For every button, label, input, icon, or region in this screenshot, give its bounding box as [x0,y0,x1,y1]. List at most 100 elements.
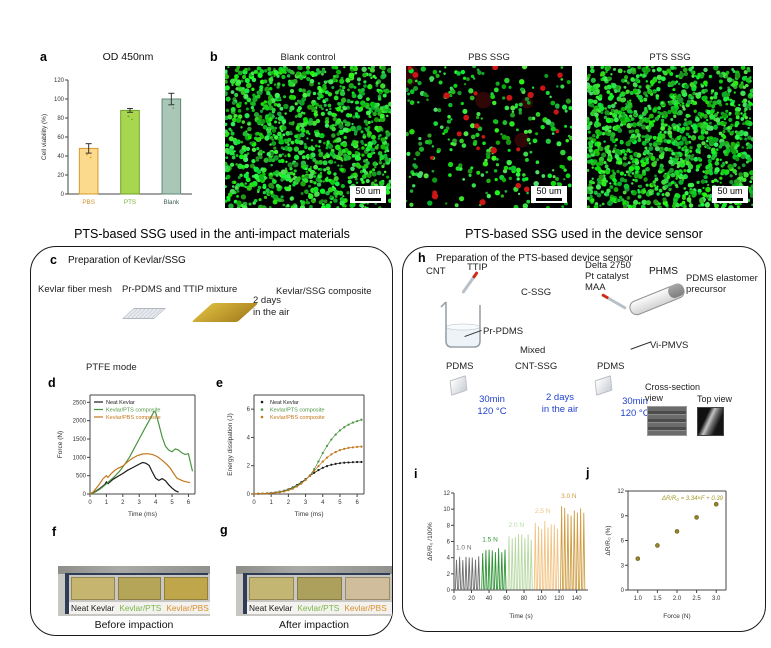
svg-text:120: 120 [54,78,65,84]
ttip-label: TTIP [467,262,488,273]
svg-text:5: 5 [338,500,342,506]
svg-text:9: 9 [621,514,625,520]
svg-text:Neat Kevlar: Neat Kevlar [270,400,299,406]
panel-d-label: d [48,376,56,390]
panel-h-title: Preparation of the PTS-based device sens… [436,253,633,264]
mixture-label: Pr-PDMS and TTIP mixture [122,284,238,295]
kevlar-sample-strips [71,577,209,600]
svg-text:2: 2 [287,500,291,506]
cure-temp: 120 °C [477,406,507,418]
c-ssg-label: C-SSG [521,287,552,298]
energy-dissipation-chart: 0 2 4 6 0 1 2 3 4 5 6 Time (ms) Energy dissipation (… [224,390,372,518]
svg-text:4: 4 [247,435,251,441]
resistance-force-chart: 0 3 6 9 12 1.0 1.5 2.0 2.5 3.0 Force (N) ΔR/R₀ (%) Δ… [602,479,732,620]
micrograph-title: PBS SSG [468,52,510,63]
composite-label: Kevlar/SSG composite [276,286,372,297]
svg-text:ΔR/R₀ = 3.34×F + 0.39: ΔR/R₀ = 3.34×F + 0.39 [661,496,724,502]
phms-label: PHMS [649,266,678,277]
anti-impact-box [30,246,393,636]
cnt-label: CNT [426,266,446,277]
svg-text:PBS: PBS [82,199,95,206]
svg-text:Time (ms): Time (ms) [128,511,157,518]
after-impaction-caption: After impaction [278,619,350,631]
sample-label-kevlar-pts: Kevlar/PTS [297,603,340,613]
svg-text:2: 2 [121,500,125,506]
maa-label: MAA [585,282,606,293]
cure-temp: 120 °C [620,408,650,420]
sample-label-kevlar-pbs: Kevlar/PBS [344,603,387,613]
photo-before-impaction: Neat Kevlar Kevlar/PTS Kevlar/PBS [58,566,210,616]
bar-chart-cell-viability: 0 20 40 60 80 100 120 Cell viability (%) PBS PTS B… [38,68,206,216]
svg-text:40: 40 [486,596,493,602]
svg-text:4: 4 [447,556,451,562]
svg-text:80: 80 [521,596,528,602]
scale-bar-line [536,198,562,201]
micrograph-title: Blank control [280,52,336,63]
sample-strip [164,577,209,600]
svg-text:5: 5 [170,500,174,506]
panel-c-label: c [50,253,57,267]
cure-time: 30min [622,396,648,407]
svg-text:Time (ms): Time (ms) [294,511,323,518]
svg-text:1.0: 1.0 [634,596,643,602]
svg-text:1.5 N: 1.5 N [482,537,498,544]
svg-text:12: 12 [617,489,624,495]
svg-text:Cell viability (%): Cell viability (%) [41,114,48,160]
device-sensor-box [402,246,766,632]
svg-text:1500: 1500 [73,437,87,443]
kevlar-sample-strips [249,577,390,600]
svg-text:Time (s): Time (s) [509,613,533,620]
svg-text:Kevlar/PTS composite: Kevlar/PTS composite [106,408,160,414]
svg-text:3: 3 [138,500,142,506]
svg-text:20: 20 [57,173,64,179]
svg-text:6: 6 [621,539,625,545]
panel-a-label: a [40,50,47,64]
svg-text:100: 100 [537,596,548,602]
photo-frame-vertical [243,573,247,614]
force-time-chart: 0 500 1000 1500 2000 2500 0 1 2 3 4 5 6 Time (ms) Forc… [54,390,200,518]
svg-text:4: 4 [321,500,325,506]
scale-bar-text: 50 um [536,186,562,197]
pr-pdms-label: Pr-PDMS [483,326,524,337]
photo-top-bar [236,566,392,574]
svg-text:0: 0 [452,596,456,602]
svg-text:0: 0 [621,588,625,594]
panel-i-label: i [414,467,418,481]
cure-step-1: 30min 120 °C [470,394,514,419]
ptfe-mode-label: PTFE mode [86,362,137,373]
svg-text:1.0 N: 1.0 N [456,545,472,552]
air-cure-step: 2 days in the air [532,392,588,417]
cnt-ssg-label: CNT-SSG [515,361,558,372]
svg-text:120: 120 [554,596,565,602]
sample-strip [71,577,115,600]
svg-text:3: 3 [304,500,308,506]
svg-text:Kevlar/PBS composite: Kevlar/PBS composite [270,415,325,421]
svg-text:0: 0 [252,500,256,506]
svg-text:1: 1 [105,500,109,506]
scale-bar: 50 um [350,186,386,203]
svg-text:Blank: Blank [163,199,180,206]
vi-pmvs-label: Vi-PMVS [650,340,689,351]
photo-frame-horizontal [243,573,390,575]
svg-text:100: 100 [54,97,65,103]
cure-time: 30min [479,394,505,405]
cross-section-label-1: Cross-section [645,382,701,392]
panel-f-label: f [52,525,57,539]
photo-top-bar [58,566,210,574]
svg-text:0: 0 [88,500,92,506]
scale-bar-text: 50 um [717,186,743,197]
svg-text:2000: 2000 [73,419,87,425]
scale-bar-text: 50 um [355,186,381,197]
micrograph-pbs-ssg: PBS SSG 50 um [406,52,572,208]
svg-text:3: 3 [621,563,625,569]
scale-bar-line [355,198,381,201]
photo-after-impaction: Neat Kevlar Kevlar/PTS Kevlar/PBS [236,566,392,616]
sample-strip [297,577,342,600]
fluorescence-image: 50 um [587,66,753,208]
svg-text:ΔR/R₀ (%): ΔR/R₀ (%) [605,525,612,555]
panel-b-label: b [210,50,218,64]
sample-label-neat-kevlar: Neat Kevlar [249,603,293,613]
svg-text:Energy dissipation (J): Energy dissipation (J) [227,413,234,476]
sample-labels: Neat Kevlar Kevlar/PTS Kevlar/PBS [69,602,210,614]
